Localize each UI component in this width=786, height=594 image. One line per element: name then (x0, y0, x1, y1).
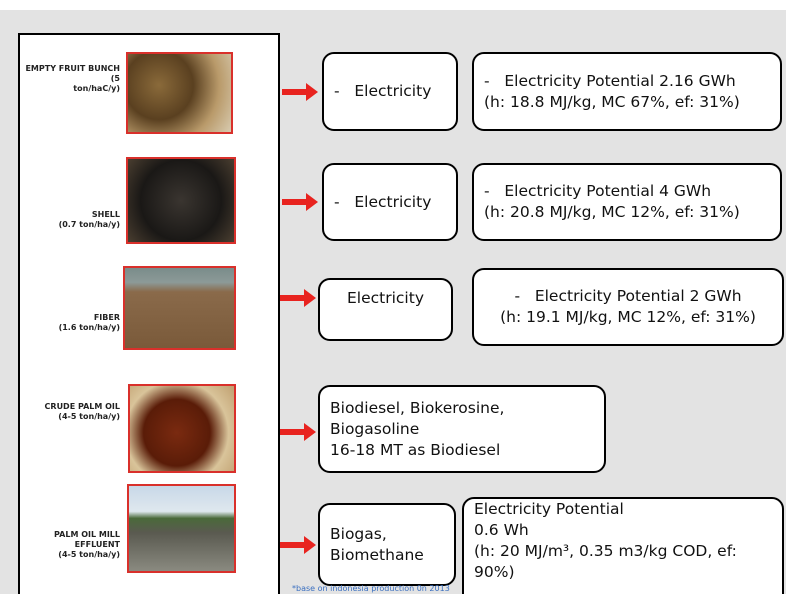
potential-text: - Electricity Potential 4 GWh (484, 181, 711, 202)
amount: (0.7 ton/ha/y) (24, 220, 120, 230)
product-box: - Electricity (322, 163, 458, 241)
potential-box: - Electricity Potential 2.16 GWh(h: 18.8… (472, 52, 782, 131)
top-strip (0, 0, 786, 10)
photo-fruit-bunch (126, 52, 233, 134)
potential-text: (h: 18.8 MJ/kg, MC 67%, ef: 31%) (484, 92, 740, 113)
product-text: Electricity (347, 288, 424, 309)
arrow (280, 288, 318, 308)
source-label: CRUDE PALM OIL(4-5 ton/ha/y) (24, 402, 120, 422)
arrow (280, 422, 318, 442)
label: PALM OIL MILL EFFLUENT (24, 530, 120, 550)
arrow (282, 192, 320, 212)
source-label: SHELL(0.7 ton/ha/y) (24, 210, 120, 230)
photo-fiber (123, 266, 236, 350)
potential-text: 0.6 Wh (474, 520, 529, 541)
product-text: Biodiesel, Biokerosine, (330, 398, 504, 419)
amount: (4-5 ton/ha/y) (24, 550, 120, 560)
potential-box: - Electricity Potential 4 GWh(h: 20.8 MJ… (472, 163, 782, 241)
arrow (282, 82, 320, 102)
product-box: Biogas,Biomethane (318, 503, 456, 586)
product-text: 16-18 MT as Biodiesel (330, 440, 500, 461)
photo-shell (126, 157, 236, 244)
product-text: Biomethane (330, 545, 424, 566)
potential-text: (h: 20.8 MJ/kg, MC 12%, ef: 31%) (484, 202, 740, 223)
photo-palm-oil (128, 384, 236, 473)
photo-effluent (127, 484, 236, 573)
slide: EMPTY FRUIT BUNCH(5 ton/haC/y) SHELL(0.7… (0, 0, 786, 594)
label: EMPTY FRUIT BUNCH (24, 64, 120, 74)
amount: (5 ton/haC/y) (24, 74, 120, 94)
source-label: EMPTY FRUIT BUNCH(5 ton/haC/y) (24, 64, 120, 94)
label: FIBER (24, 313, 120, 323)
product-box: - Electricity (322, 52, 458, 131)
amount: (4-5 ton/ha/y) (24, 412, 120, 422)
amount: (1.6 ton/ha/y) (24, 323, 120, 333)
footnote: *base on indonesia production 0n 2013 (292, 584, 450, 593)
potential-text: (h: 20 MJ/m³, 0.35 m3/kg COD, ef: 90%) (474, 541, 772, 583)
label: CRUDE PALM OIL (24, 402, 120, 412)
product-box: Electricity (318, 278, 453, 341)
product-text: - Electricity (334, 192, 431, 213)
potential-box: - Electricity Potential 2 GWh(h: 19.1 MJ… (472, 268, 784, 346)
source-label: PALM OIL MILL EFFLUENT(4-5 ton/ha/y) (24, 530, 120, 560)
product-text: Biogas, (330, 524, 387, 545)
potential-text: Electricity Potential (474, 499, 624, 520)
source-label: FIBER(1.6 ton/ha/y) (24, 313, 120, 333)
potential-text: - Electricity Potential 2 GWh (514, 286, 741, 307)
product-text: - Electricity (334, 81, 431, 102)
label: SHELL (24, 210, 120, 220)
potential-text: - Electricity Potential 2.16 GWh (484, 71, 736, 92)
product-text: Biogasoline (330, 419, 419, 440)
potential-text: (h: 19.1 MJ/kg, MC 12%, ef: 31%) (500, 307, 756, 328)
arrow (280, 535, 318, 555)
